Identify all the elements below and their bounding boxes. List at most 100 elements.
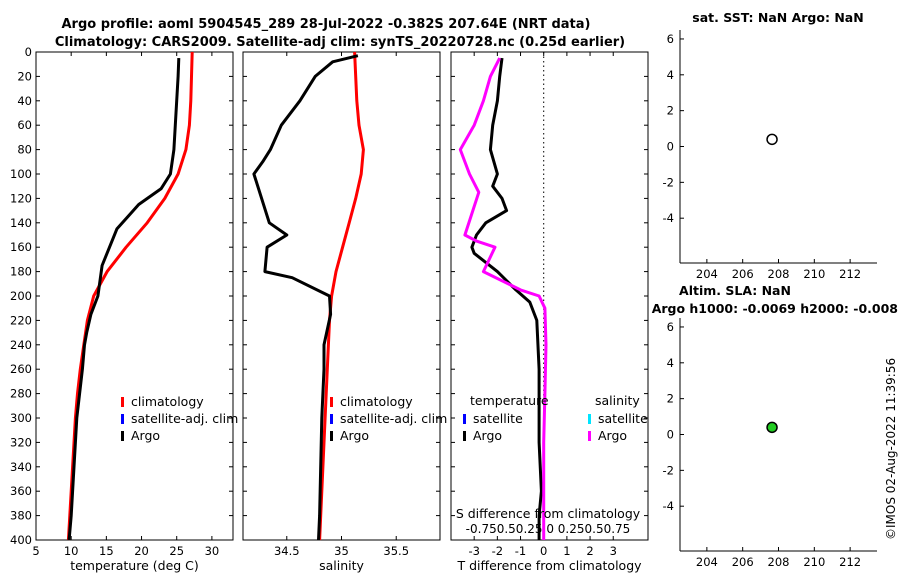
salinity-argo-line bbox=[252, 54, 359, 541]
temperature-xtick-label: 10 bbox=[64, 544, 79, 558]
salinity-legend-swatch bbox=[330, 414, 333, 424]
sst-ytick-label: 2 bbox=[667, 104, 674, 118]
temperature-climatology-line bbox=[66, 51, 194, 541]
sla-title-line1: Altim. SLA: NaN bbox=[679, 283, 791, 298]
sst-ytick-label: -2 bbox=[663, 175, 674, 189]
salinity-xlabel: salinity bbox=[319, 558, 364, 573]
difference-temperature-legend-label: Argo bbox=[473, 428, 502, 443]
temperature-xtick-label: 15 bbox=[99, 544, 114, 558]
temperature-argo-line bbox=[67, 58, 181, 541]
temperature-legend-swatch bbox=[121, 397, 124, 407]
sla-ytick-label: -4 bbox=[663, 499, 674, 513]
depth-ytick-label: 320 bbox=[10, 435, 32, 449]
temperature-legend-label: Argo bbox=[131, 428, 160, 443]
depth-ytick-label: 80 bbox=[17, 143, 32, 157]
depth-ytick-label: 20 bbox=[17, 69, 32, 83]
temperature-xtick-label: 20 bbox=[134, 544, 149, 558]
difference-xtick-label: -2 bbox=[492, 544, 503, 558]
salinity-legend-swatch bbox=[330, 397, 333, 407]
depth-ytick-label: 260 bbox=[10, 362, 32, 376]
difference-t-argo-line bbox=[470, 57, 543, 540]
temperature-xtick-label: 5 bbox=[32, 544, 39, 558]
depth-ytick-label: 120 bbox=[10, 191, 32, 205]
panels: 5 10 15 20 25 3002040608010012014016018020022… bbox=[10, 10, 898, 573]
difference-xtick-label: 3 bbox=[610, 544, 617, 558]
salinity-legend-label: climatology bbox=[340, 394, 413, 409]
difference-xtick-label: -3 bbox=[468, 544, 479, 558]
difference-temperature-legend-swatch bbox=[463, 414, 466, 424]
sst-xtick-label: 208 bbox=[768, 267, 790, 281]
sla-ytick-label: 2 bbox=[667, 392, 674, 406]
depth-ytick-label: 180 bbox=[10, 265, 32, 279]
sst-ytick-label: -4 bbox=[663, 211, 674, 225]
depth-ytick-label: 300 bbox=[10, 411, 32, 425]
depth-ytick-label: 160 bbox=[10, 240, 32, 254]
difference-xtick-label: 2 bbox=[586, 544, 593, 558]
sla-ytick-label: -2 bbox=[663, 463, 674, 477]
difference-s-argo-line bbox=[458, 57, 548, 540]
difference-salinity-legend-swatch bbox=[588, 414, 591, 424]
depth-ytick-label: 220 bbox=[10, 313, 32, 327]
temperature-axes-frame bbox=[35, 51, 234, 541]
figure-title-line1: Argo profile: aoml 5904545_289 28-Jul-20… bbox=[62, 17, 591, 32]
sla-ytick-label: 6 bbox=[667, 320, 674, 334]
difference-xlabel: T difference from climatology bbox=[456, 558, 642, 573]
depth-ytick-label: 380 bbox=[10, 509, 32, 523]
sst-point bbox=[766, 133, 778, 146]
difference-xtick-label: -1 bbox=[515, 544, 526, 558]
difference-axes-frame bbox=[450, 51, 649, 541]
sst-xtick-label: 212 bbox=[839, 267, 861, 281]
difference-temperature-legend-swatch bbox=[463, 431, 466, 441]
figure-title-line2: Climatology: CARS2009. Satellite-adj cli… bbox=[55, 35, 625, 50]
difference-x2tick-labels: -0.750.50.25 0 0.250.50.75 bbox=[466, 522, 631, 536]
sla-point bbox=[766, 421, 778, 434]
difference-xtick-label: 0 bbox=[540, 544, 547, 558]
difference-salinity-legend-label: Argo bbox=[598, 428, 627, 443]
sla-ytick-label: 0 bbox=[667, 428, 674, 442]
sst-ytick-label: 0 bbox=[667, 140, 674, 154]
depth-ytick-label: 280 bbox=[10, 387, 32, 401]
imos-stamp: ©IMOS 02-Aug-2022 11:39:56 bbox=[884, 358, 898, 540]
depth-ytick-label: 0 bbox=[25, 45, 32, 59]
depth-ytick-label: 140 bbox=[10, 216, 32, 230]
sla-xtick-label: 212 bbox=[839, 555, 861, 569]
depth-ytick-label: 340 bbox=[10, 460, 32, 474]
depth-ytick-label: 360 bbox=[10, 484, 32, 498]
sla-xtick-label: 204 bbox=[696, 555, 718, 569]
sst-title: sat. SST: NaN Argo: NaN bbox=[692, 10, 863, 25]
temperature-xlabel: temperature (deg C) bbox=[70, 558, 199, 573]
salinity-xtick-label: 35 bbox=[334, 544, 349, 558]
depth-ytick-label: 240 bbox=[10, 338, 32, 352]
temperature-xtick-label: 25 bbox=[169, 544, 184, 558]
difference-legend-salinity-title: salinity bbox=[595, 393, 640, 408]
temperature-legend-swatch bbox=[121, 414, 124, 424]
difference-salinity-legend-swatch bbox=[588, 431, 591, 441]
difference-legend-temperature-title: temperature bbox=[470, 393, 549, 408]
difference-xtick-label: 1 bbox=[563, 544, 570, 558]
depth-ytick-label: 40 bbox=[17, 94, 32, 108]
salinity-xtick-label: 35.5 bbox=[383, 544, 409, 558]
sla-ytick-label: 4 bbox=[667, 356, 674, 370]
difference-x2label: S difference from climatology bbox=[456, 506, 641, 521]
salinity-legend-label: satellite-adj. clim bbox=[340, 411, 447, 426]
salinity-legend-label: Argo bbox=[340, 428, 369, 443]
salinity-xtick-label: 34.5 bbox=[274, 544, 300, 558]
sst-xtick-label: 206 bbox=[732, 267, 754, 281]
temperature-xtick-label: 30 bbox=[205, 544, 220, 558]
depth-ytick-label: 200 bbox=[10, 289, 32, 303]
depth-ytick-label: 100 bbox=[10, 167, 32, 181]
depth-ytick-label: 400 bbox=[10, 533, 32, 547]
temperature-legend-label: satellite-adj. clim bbox=[131, 411, 238, 426]
difference-salinity-legend-label: satellite bbox=[598, 411, 648, 426]
temperature-legend-label: climatology bbox=[131, 394, 204, 409]
sst-ytick-label: 6 bbox=[667, 32, 674, 46]
sla-title-line2: Argo h1000: -0.0069 h2000: -0.008 bbox=[652, 301, 898, 316]
sst-xtick-label: 204 bbox=[696, 267, 718, 281]
sla-xtick-label: 208 bbox=[768, 555, 790, 569]
salinity-axes-frame bbox=[242, 51, 441, 541]
depth-ytick-label: 60 bbox=[17, 118, 32, 132]
sst-ytick-label: 4 bbox=[667, 68, 674, 82]
difference-temperature-legend-label: satellite bbox=[473, 411, 523, 426]
salinity-climatology-line bbox=[318, 51, 365, 541]
